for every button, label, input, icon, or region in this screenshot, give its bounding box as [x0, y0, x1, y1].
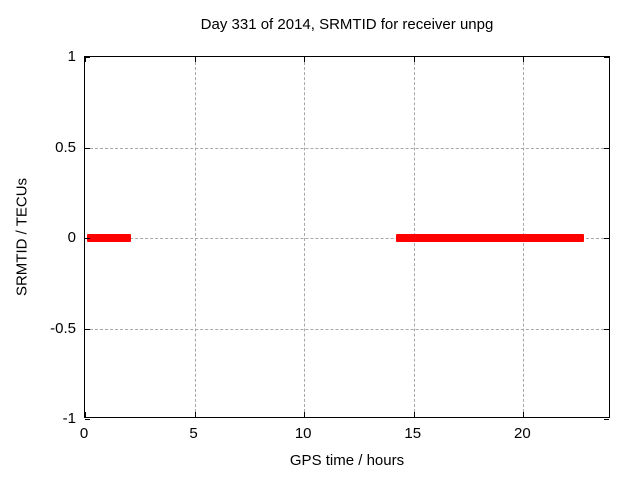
x-tick-mark-15: [414, 412, 415, 417]
x-tick-mark-top-10: [304, 57, 305, 62]
y-tick-mark-0.5: [85, 148, 90, 149]
y-tick-mark-right-1: [604, 57, 609, 58]
y-tick-label-1: 1: [67, 48, 76, 65]
x-tick-mark-0: [85, 412, 86, 417]
x-tick-mark-5: [195, 412, 196, 417]
gridline-x-5: [195, 57, 196, 417]
y-tick-label--0.5: -0.5: [50, 320, 76, 337]
gridline-y--0.5: [85, 329, 609, 330]
series-segment-1: [87, 234, 131, 242]
y-tick-label-0.5: 0.5: [55, 139, 76, 156]
x-tick-mark-20: [523, 412, 524, 417]
y-tick-mark-right--1: [604, 419, 609, 420]
x-tick-mark-top-5: [195, 57, 196, 62]
y-tick-mark-right--0.5: [604, 329, 609, 330]
y-tick-mark-1: [85, 57, 90, 58]
y-tick-label--1: -1: [62, 410, 76, 427]
x-tick-mark-top-20: [523, 57, 524, 62]
x-tick-mark-top-15: [414, 57, 415, 62]
y-tick-mark--1: [85, 419, 90, 420]
series-segment-2: [396, 234, 584, 242]
y-tick-mark-0: [85, 238, 90, 239]
x-tick-label-10: 10: [294, 425, 312, 442]
gridline-y-0: [85, 238, 609, 239]
x-axis-label: GPS time / hours: [289, 452, 405, 469]
gridline-y-0.5: [85, 148, 609, 149]
x-tick-label-5: 5: [189, 425, 198, 442]
x-tick-mark-top-0: [85, 57, 86, 62]
x-tick-label-15: 15: [404, 425, 422, 442]
chart-title: Day 331 of 2014, SRMTID for receiver unp…: [200, 16, 494, 33]
x-tick-label-0: 0: [79, 425, 89, 442]
y-tick-label-0: 0: [67, 229, 76, 246]
plot-area: [84, 56, 610, 420]
gridline-x-10: [304, 57, 305, 417]
y-tick-mark--0.5: [85, 329, 90, 330]
y-tick-mark-right-0.5: [604, 148, 609, 149]
y-tick-mark-right-0: [604, 238, 609, 239]
x-tick-label-20: 20: [513, 425, 531, 442]
x-tick-mark-10: [304, 412, 305, 417]
